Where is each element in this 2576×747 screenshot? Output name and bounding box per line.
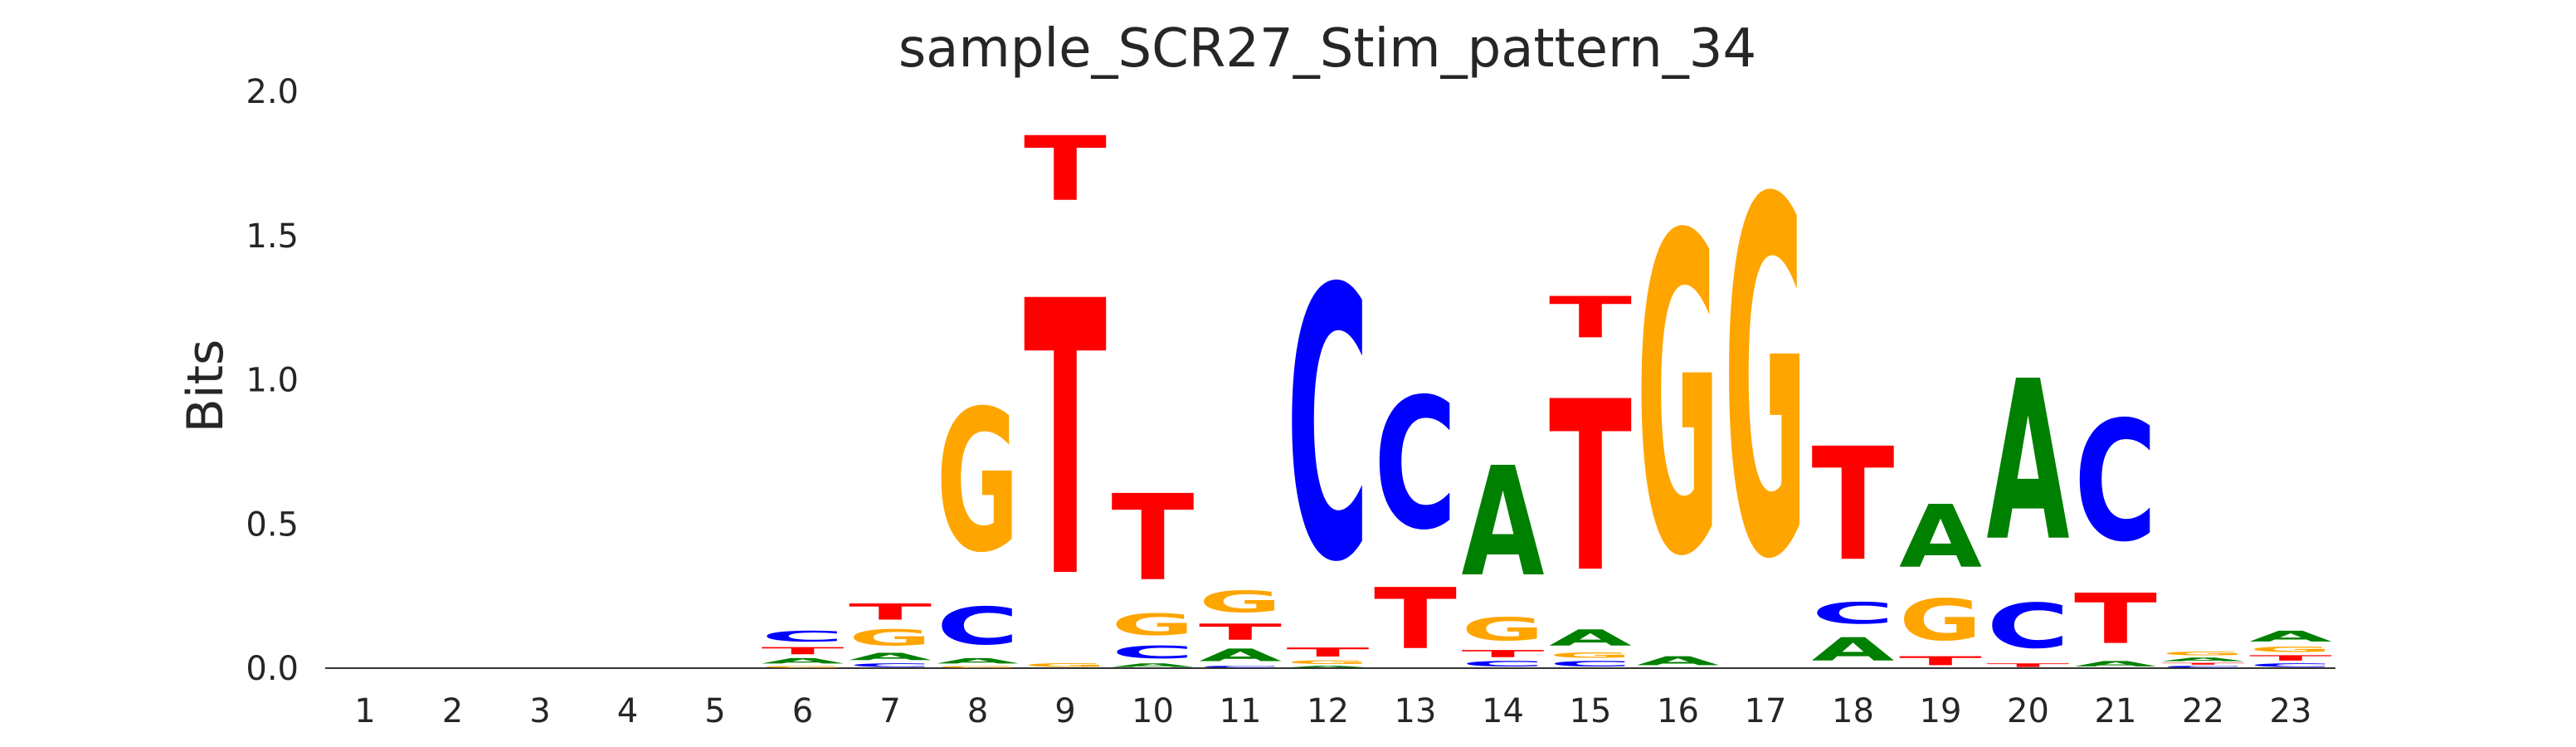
logo-letter-G: G xyxy=(1024,662,1107,668)
logo-letter-A: A xyxy=(762,657,845,665)
logo-letter-T: T xyxy=(1112,471,1195,608)
x-tick-label: 18 xyxy=(1832,692,1874,730)
logo-letter-G: G xyxy=(762,666,845,668)
logo-letter-T: T xyxy=(1287,645,1370,659)
x-tick-label: 10 xyxy=(1132,692,1174,730)
logo-letter-C: C xyxy=(2249,662,2332,668)
logo-letter-C: C xyxy=(849,662,932,668)
logo-letter-A: A xyxy=(1987,335,2070,590)
logo-letter-A: A xyxy=(1199,645,1283,665)
x-tick-label: 15 xyxy=(1570,692,1612,730)
logo-letter-G: G xyxy=(1112,608,1195,642)
x-tick-label: 22 xyxy=(2182,692,2224,730)
logo-letter-G: G xyxy=(2162,651,2245,657)
logo-letter-A: A xyxy=(1112,662,1195,668)
logo-letter-T: T xyxy=(2162,662,2245,665)
logo-letter-T: T xyxy=(1812,415,1895,596)
logo-letter-T: T xyxy=(2074,579,2157,660)
x-tick-label: 20 xyxy=(2007,692,2049,730)
x-tick-label: 8 xyxy=(967,692,988,730)
x-tick-label: 5 xyxy=(704,692,725,730)
logo-letter-T: T xyxy=(1374,570,1457,668)
logo-letter-G: G xyxy=(1549,651,1632,659)
x-tick-label: 4 xyxy=(617,692,638,730)
logo-letter-T: T xyxy=(1024,222,1108,662)
logo-letter-G: G xyxy=(1899,588,1982,654)
x-tick-label: 7 xyxy=(879,692,900,730)
y-tick-label: 1.0 xyxy=(246,362,299,400)
x-tick-label: 9 xyxy=(1054,692,1075,730)
logo-letter-T: T xyxy=(1549,352,1632,625)
logo-letter-A: A xyxy=(1549,625,1632,651)
logo-letter-T: T xyxy=(1462,648,1545,660)
logo-letter-G: G xyxy=(849,625,932,651)
logo-letter-T: T xyxy=(1199,619,1282,645)
logo-letter-A: A xyxy=(2074,660,2157,668)
logo-letter-T: T xyxy=(2249,654,2332,662)
x-tick-label: 21 xyxy=(2095,692,2137,730)
y-tick-label: 0.0 xyxy=(246,650,299,688)
logo-letter-A: A xyxy=(1899,486,1982,587)
logo-letter-T: T xyxy=(1899,654,1982,668)
logo-letter-T: T xyxy=(1024,118,1107,221)
x-tick-label: 23 xyxy=(2270,692,2312,730)
logo-letter-C: C xyxy=(1374,360,1457,570)
logo-letter-A: A xyxy=(1812,632,1895,669)
logo-letter-C: C xyxy=(762,627,845,645)
x-tick-label: 19 xyxy=(1920,692,1962,730)
logo-letter-C: C xyxy=(1549,660,1632,668)
x-tick-label: 6 xyxy=(792,692,813,730)
logo-letter-G: G xyxy=(1724,100,1807,667)
logo-letter-T: T xyxy=(1987,662,2070,668)
logo-letter-C: C xyxy=(1987,590,2070,662)
y-axis-label: Bits xyxy=(177,339,235,433)
logo-letter-A: A xyxy=(937,657,1020,665)
x-axis-ticks: 1 2 3 4 5 6 7 8 9 10 11 12 13 14 15 16 17 18 19 20 21 22 23 xyxy=(354,692,2311,730)
logo-letter-A: A xyxy=(2162,657,2245,662)
logo-letter-C: C xyxy=(1112,642,1195,662)
logo-letter-A: A xyxy=(1462,436,1545,611)
x-tick-label: 2 xyxy=(442,692,463,730)
logo-letter-A: A xyxy=(849,651,932,662)
logo-letter-C: C xyxy=(2162,666,2245,668)
y-axis-ticks: 0.0 0.5 1.0 1.5 2.0 xyxy=(246,73,299,688)
x-tick-label: 1 xyxy=(354,692,375,730)
x-tick-label: 13 xyxy=(1395,692,1437,730)
x-tick-label: 17 xyxy=(1745,692,1787,730)
logo-letter-T: T xyxy=(1549,285,1632,350)
logo-letter-C: C xyxy=(937,596,1020,656)
logo-letter-A: A xyxy=(1287,666,1370,668)
logo-letter-G: G xyxy=(1287,660,1370,666)
x-tick-label: 11 xyxy=(1220,692,1262,730)
logo-letter-T: T xyxy=(762,645,845,657)
logo-letter-G: G xyxy=(1199,585,1282,619)
x-tick-label: 12 xyxy=(1307,692,1349,730)
logo-letter-C: C xyxy=(2074,387,2157,579)
x-tick-label: 16 xyxy=(1657,692,1699,730)
logo-letter-C: C xyxy=(1199,666,1282,668)
logo-letter-G: G xyxy=(1462,611,1545,648)
y-tick-label: 0.5 xyxy=(246,505,299,544)
logo-letter-C: C xyxy=(1462,660,1545,668)
y-tick-label: 2.0 xyxy=(246,73,299,111)
x-tick-label: 3 xyxy=(529,692,550,730)
logo-letter-A: A xyxy=(1637,654,1720,668)
logo-letter-G: G xyxy=(937,369,1020,597)
logo-letter-C: C xyxy=(1812,597,1895,631)
x-tick-label: 14 xyxy=(1482,692,1524,730)
logo-letter-A: A xyxy=(2249,627,2332,645)
logo-letter-G: G xyxy=(2249,645,2332,653)
logo-letter-G: G xyxy=(1637,144,1720,652)
chart-title: sample_SCR27_Stim_pattern_34 xyxy=(898,18,1756,80)
logo-letter-G: G xyxy=(937,666,1020,668)
logo-letter-T: T xyxy=(849,599,932,625)
logo-letter-C: C xyxy=(1287,211,1370,644)
y-tick-label: 1.5 xyxy=(246,217,299,256)
